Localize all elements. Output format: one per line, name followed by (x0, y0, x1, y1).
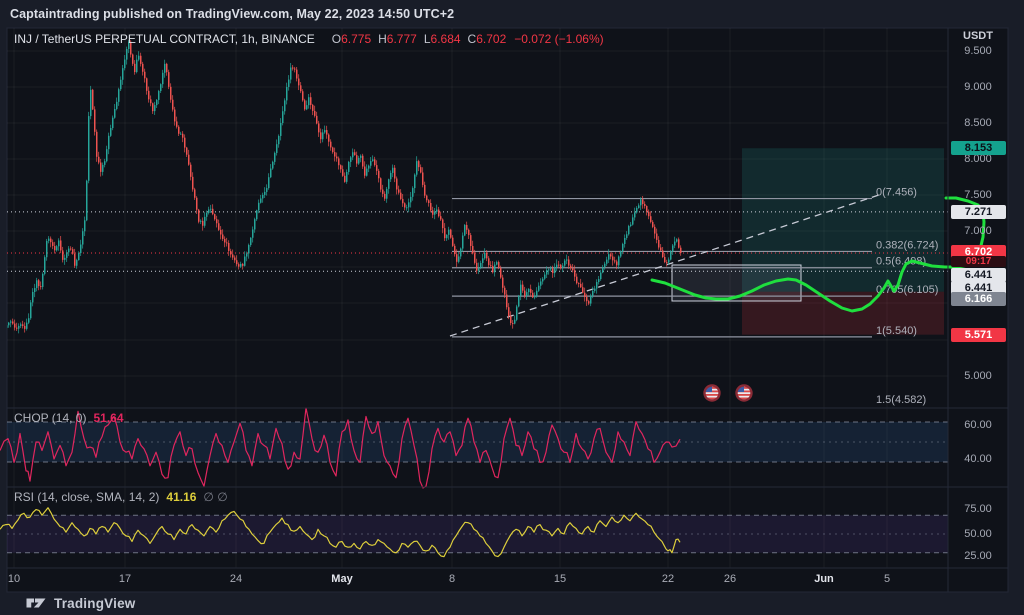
price-label-badge: 6.166 (951, 292, 1006, 306)
rsi-hidden-values: ∅ ∅ (203, 490, 228, 504)
ohlc-values: O6.775 H6.777 L6.684 C6.702 (325, 32, 507, 46)
attribution-text: Captaintrading published on TradingView.… (10, 7, 455, 21)
rsi-indicator-label[interactable]: RSI (14, close, SMA, 14, 2) 41.16 ∅ ∅ (14, 490, 228, 504)
ohlc-number: 6.775 (341, 32, 372, 46)
fib-level-label: 0.382(6.724) (876, 239, 938, 251)
ohlc-number: 6.777 (386, 32, 417, 46)
trendline-drawing[interactable] (449, 193, 883, 337)
us-flag-event-icon[interactable] (703, 384, 721, 402)
symbol-title: INJ / TetherUS PERPETUAL CONTRACT, 1h, B… (14, 32, 315, 46)
time-scale-tick: 24 (229, 573, 243, 585)
rsi-line (0, 507, 681, 558)
fib-level-label: 0(7.456) (876, 187, 917, 199)
price-label-badge: 5.571 (951, 328, 1006, 342)
time-scale-tick: 10 (7, 573, 21, 585)
price-scale-tick: 9.000 (964, 81, 992, 93)
bar-countdown-badge: 09:17 (951, 256, 1006, 267)
price-scale-tick: 50.00 (964, 528, 992, 540)
price-scale-tick: 5.000 (964, 370, 992, 382)
time-scale-tick: 5 (883, 573, 891, 585)
change-value: −0.072 (−1.06%) (514, 32, 604, 46)
price-label-badge: 8.153 (951, 141, 1006, 155)
price-scale-tick: 75.00 (964, 503, 992, 515)
time-scale-tick: 22 (661, 573, 675, 585)
chop-value: 51.64 (93, 411, 124, 425)
chop-indicator-label[interactable]: CHOP (14, 0) 51.64 (14, 411, 124, 425)
price-scale-tick: 7.500 (964, 189, 992, 201)
ohlc-letter: H (378, 32, 387, 46)
price-scale-tick: 9.500 (964, 45, 992, 57)
time-scale-tick: 8 (448, 573, 456, 585)
tradingview-footer-link[interactable]: TradingView (26, 593, 135, 613)
time-scale-tick: 17 (118, 573, 132, 585)
time-scale-tick: Jun (814, 573, 834, 585)
axis-currency-label: USDT (963, 30, 993, 42)
long-position-stop-zone[interactable] (742, 291, 944, 335)
price-scale-tick: 25.00 (964, 550, 992, 562)
tradingview-logo-icon (26, 596, 47, 610)
ohlc-number: 6.702 (476, 32, 507, 46)
price-scale-tick: 8.500 (964, 117, 992, 129)
symbol-header[interactable]: INJ / TetherUS PERPETUAL CONTRACT, 1h, B… (14, 32, 604, 46)
attribution-bar: Captaintrading published on TradingView.… (10, 0, 454, 28)
candlestick-series (7, 39, 682, 334)
price-label-badge: 6.702 (951, 245, 1006, 259)
grid (7, 28, 948, 568)
time-scale-tick: May (331, 573, 353, 585)
tradingview-brand-text: TradingView (54, 595, 136, 611)
chop-line (0, 407, 681, 489)
fib-level-label: 1.5(4.582) (876, 394, 926, 406)
ohlc-letter: O (331, 32, 342, 46)
us-flag-event-icon[interactable] (735, 384, 753, 402)
chop-title: CHOP (14, 0) (14, 411, 87, 425)
fib-level-label: 0.5(6.498) (876, 256, 926, 268)
fib-level-label: 1(5.540) (876, 325, 917, 337)
rsi-title: RSI (14, close, SMA, 14, 2) (14, 490, 160, 504)
price-label-badge: 6.441 (951, 281, 1006, 295)
price-label-badge: 7.271 (951, 205, 1006, 219)
price-label-badge: 6.441 (951, 268, 1006, 282)
ohlc-number: 6.684 (430, 32, 461, 46)
chop-band (7, 421, 948, 463)
price-scale-tick: 40.00 (964, 453, 992, 465)
time-scale-tick: 15 (553, 573, 567, 585)
time-scale-tick: 26 (723, 573, 737, 585)
price-scale-tick: 8.000 (964, 153, 992, 165)
price-scale-tick: 7.000 (964, 225, 992, 237)
rsi-band (7, 515, 948, 553)
rsi-value: 41.16 (166, 490, 197, 504)
ohlc-letter: L (423, 32, 431, 46)
price-scale-tick: 60.00 (964, 419, 992, 431)
ohlc-letter: C (467, 32, 477, 46)
